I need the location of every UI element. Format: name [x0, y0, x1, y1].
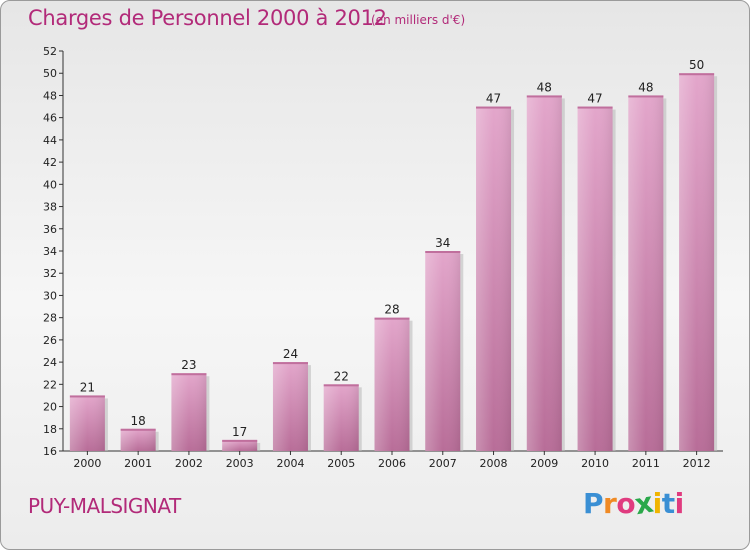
y-tick-label: 40 [43, 178, 57, 191]
bar-value-label: 48 [638, 80, 653, 94]
bar-value-label: 28 [384, 303, 399, 317]
y-tick-label: 42 [43, 156, 57, 169]
bar-cap [526, 95, 562, 98]
bar-highlight [526, 95, 562, 451]
x-tick-label: 2010 [581, 457, 609, 470]
y-tick-label: 32 [43, 267, 57, 280]
bar-highlight [628, 95, 664, 451]
x-tick-label: 2007 [429, 457, 457, 470]
bar-cap [476, 106, 512, 109]
proxiti-logo: Proxiti [583, 486, 685, 522]
bar-cap [628, 95, 664, 98]
y-tick-label: 18 [43, 423, 57, 436]
bar-highlight [69, 395, 105, 451]
commune-name: PUY-MALSIGNAT [28, 494, 181, 518]
x-tick-label: 2003 [226, 457, 254, 470]
bars: 21 18 23 17 24 22 28 34 47 48 47 48 50 [69, 58, 718, 452]
bar-highlight [272, 362, 308, 451]
bar-highlight [171, 373, 207, 451]
bar-value-label: 50 [689, 58, 704, 72]
y-tick-label: 30 [43, 289, 57, 302]
y-tick-label: 44 [43, 134, 57, 147]
bar-value-label: 22 [334, 369, 349, 383]
bar-value-label: 47 [486, 92, 501, 106]
y-tick-label: 34 [43, 245, 57, 258]
bar-highlight [425, 251, 461, 451]
y-tick-label: 16 [43, 445, 57, 458]
y-tick-label: 20 [43, 401, 57, 414]
chart-subtitle: (en milliers d'€) [371, 13, 466, 27]
x-tick-label: 2004 [276, 457, 304, 470]
y-tick-label: 50 [43, 67, 57, 80]
y-tick-label: 26 [43, 334, 57, 347]
bar-cap [425, 251, 461, 253]
bar-cap [69, 395, 105, 398]
logo-letter: i [652, 487, 663, 520]
bar-highlight [222, 439, 258, 451]
x-tick-label: 2006 [378, 457, 406, 470]
bar-cap [679, 73, 715, 76]
y-tick-label: 52 [43, 45, 57, 58]
x-tick-label: 2011 [632, 457, 660, 470]
bar-highlight [374, 317, 410, 451]
bar-cap [120, 428, 156, 431]
y-tick-label: 28 [43, 312, 57, 325]
bar-cap [222, 439, 258, 442]
bar-highlight [577, 106, 613, 452]
x-tick-label: 2001 [124, 457, 152, 470]
bar-value-label: 21 [80, 380, 95, 394]
bar-highlight [323, 384, 359, 451]
bar-value-label: 48 [537, 80, 552, 94]
bar-value-label: 34 [435, 236, 450, 250]
bar-highlight [476, 106, 512, 452]
bar-value-label: 47 [587, 92, 602, 106]
bar-cap [577, 106, 613, 109]
y-tick-label: 46 [43, 112, 57, 125]
bar-value-label: 17 [232, 425, 247, 439]
y-tick-label: 36 [43, 223, 57, 236]
bar-cap [374, 317, 410, 320]
logo-letter: i [674, 487, 685, 520]
logo-letter: o [616, 487, 636, 520]
bar-value-label: 18 [131, 414, 146, 428]
x-tick-label: 2000 [73, 457, 101, 470]
bar-value-label: 24 [283, 347, 298, 361]
bar-cap [272, 362, 308, 365]
bar-highlight [120, 428, 156, 451]
x-tick-label: 2012 [683, 457, 711, 470]
logo-letter: P [583, 487, 604, 520]
bar-highlight [679, 73, 715, 451]
bar-value-label: 23 [181, 358, 196, 372]
y-tick-label: 24 [43, 356, 57, 369]
logo-letter: r [603, 487, 617, 520]
x-tick-label: 2009 [530, 457, 558, 470]
y-tick-label: 38 [43, 201, 57, 214]
chart-title: Charges de Personnel 2000 à 2012 [28, 6, 387, 30]
bar-cap [323, 384, 359, 387]
axes: 16 18 20 22 24 26 28 30 32 34 36 38 40 42 44 46 48 50 52 20… [43, 45, 723, 470]
y-tick-label: 48 [43, 89, 57, 102]
x-tick-label: 2008 [480, 457, 508, 470]
y-tick-label: 22 [43, 378, 57, 391]
x-tick-label: 2005 [327, 457, 355, 470]
bar-cap [171, 373, 207, 376]
x-tick-label: 2002 [175, 457, 203, 470]
logo-letter: t [661, 487, 675, 520]
